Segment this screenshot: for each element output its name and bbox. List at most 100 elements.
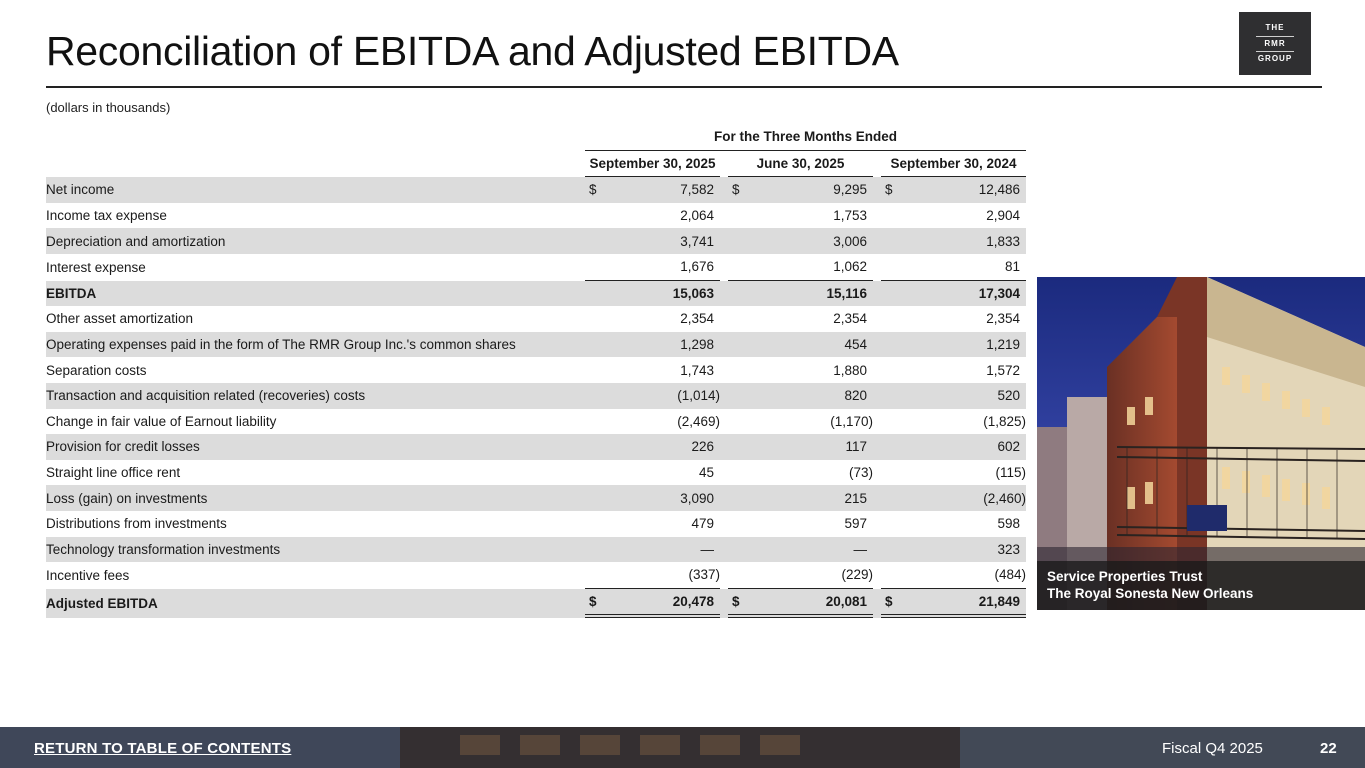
value-cell: 479	[585, 511, 720, 537]
currency-symbol	[881, 388, 885, 403]
row-value: 1,219	[986, 337, 1020, 353]
currency-symbol	[881, 542, 885, 557]
table-row: Operating expenses paid in the form of T…	[46, 331, 1026, 358]
row-value: 2,354	[986, 311, 1020, 327]
row-value: 1,833	[986, 233, 1020, 249]
row-value: 454	[844, 337, 867, 353]
row-label: Adjusted EBITDA	[46, 588, 570, 619]
currency-symbol	[728, 208, 732, 223]
currency-symbol	[585, 542, 589, 557]
row-value: 17,304	[978, 285, 1020, 301]
currency-symbol	[585, 567, 589, 582]
return-to-toc-link[interactable]: RETURN TO TABLE OF CONTENTS	[34, 740, 292, 757]
row-label: Technology transformation investments	[46, 536, 570, 563]
value-cell: 81	[881, 254, 1026, 281]
value-cell: (73)	[728, 460, 873, 486]
value-cell: (484)	[881, 562, 1026, 589]
row-value: 15,116	[826, 285, 867, 301]
caption-property: The Royal Sonesta New Orleans	[1047, 586, 1254, 601]
value-cell: (229)	[728, 562, 873, 589]
row-label: EBITDA	[46, 280, 570, 307]
value-cell: 117	[728, 434, 873, 460]
row-value: 215	[844, 490, 867, 506]
value-cell: (337)	[585, 562, 720, 589]
value-cell: —	[728, 536, 873, 563]
value-cell: $7,582	[585, 177, 720, 203]
currency-symbol	[881, 439, 885, 454]
row-value: 9,295	[833, 182, 867, 198]
period-header: For the Three Months Ended	[585, 124, 1026, 151]
row-label: Depreciation and amortization	[46, 228, 570, 254]
hotel-illustration	[1037, 277, 1365, 610]
logo-rule	[1256, 36, 1294, 37]
currency-symbol	[881, 259, 885, 274]
value-cell: $20,081	[728, 588, 873, 619]
row-label: Transaction and acquisition related (rec…	[46, 382, 570, 409]
caption-company: Service Properties Trust	[1047, 569, 1203, 584]
table-row: Transaction and acquisition related (rec…	[46, 382, 1026, 409]
row-value: 2,354	[680, 311, 714, 327]
table-row: Adjusted EBITDA $20,478 $20,081 $21,849	[46, 588, 1026, 619]
value-cell: 1,572	[881, 357, 1026, 383]
currency-symbol	[728, 491, 732, 506]
row-value: (2,469)	[677, 413, 720, 429]
row-value: (115)	[995, 465, 1026, 481]
row-value: 21,849	[978, 593, 1020, 609]
currency-symbol	[881, 465, 885, 480]
row-value: 2,354	[833, 311, 867, 327]
currency-symbol: $	[732, 182, 740, 198]
row-value: 479	[691, 516, 714, 532]
currency-symbol	[585, 516, 589, 531]
value-cell: —	[585, 536, 720, 563]
currency-symbol	[585, 311, 589, 326]
value-cell: 15,116	[728, 280, 873, 307]
row-value: 12,486	[978, 182, 1020, 198]
table-row: Technology transformation investments — — 3…	[46, 536, 1026, 563]
row-value: 1,880	[833, 362, 867, 378]
value-cell: 2,354	[728, 306, 873, 332]
value-cell: $9,295	[728, 177, 873, 203]
footer-image-strip	[0, 727, 1365, 768]
value-cell: (2,460)	[881, 485, 1026, 511]
row-value: 20,081	[825, 593, 867, 609]
value-cell: 1,676	[585, 254, 720, 281]
row-value: 45	[698, 465, 714, 481]
row-label: Incentive fees	[46, 567, 130, 583]
value-cell: 226	[585, 434, 720, 460]
row-value: 1,743	[680, 362, 714, 378]
value-cell: $12,486	[881, 177, 1026, 203]
currency-symbol	[881, 414, 885, 429]
row-value: 117	[845, 439, 867, 455]
table-row: Provision for credit losses 226 117 602	[46, 434, 1026, 460]
currency-symbol	[728, 234, 732, 249]
currency-symbol	[881, 234, 885, 249]
currency-symbol	[881, 567, 885, 582]
value-cell: 1,062	[728, 254, 873, 281]
row-value: 598	[997, 516, 1020, 532]
value-cell: 3,006	[728, 228, 873, 254]
currency-symbol	[728, 259, 732, 274]
row-label: Straight line office rent	[46, 465, 181, 481]
row-value: —	[700, 541, 715, 557]
value-cell: 1,833	[881, 228, 1026, 254]
column-header: September 30, 2025	[585, 151, 720, 178]
currency-symbol	[728, 363, 732, 378]
value-cell: (115)	[881, 460, 1026, 486]
table-row: Distributions from investments 479 597 598	[46, 511, 1026, 537]
value-cell: 2,904	[881, 203, 1026, 229]
row-value: 81	[1004, 259, 1020, 275]
table-row: Net income $7,582 $9,295 $12,486	[46, 177, 1026, 203]
column-header: September 30, 2024	[881, 151, 1026, 178]
page-number: 22	[1320, 740, 1337, 757]
row-value: 7,582	[680, 182, 714, 198]
row-value: (73)	[848, 465, 873, 481]
row-value: 323	[997, 541, 1020, 557]
currency-symbol: $	[885, 593, 893, 609]
currency-symbol	[728, 465, 732, 480]
value-cell: 602	[881, 434, 1026, 460]
value-cell: 1,880	[728, 357, 873, 383]
row-value: (1,170)	[830, 413, 873, 429]
currency-symbol	[585, 259, 589, 274]
row-label: Operating expenses paid in the form of T…	[46, 331, 570, 358]
currency-symbol	[881, 311, 885, 326]
